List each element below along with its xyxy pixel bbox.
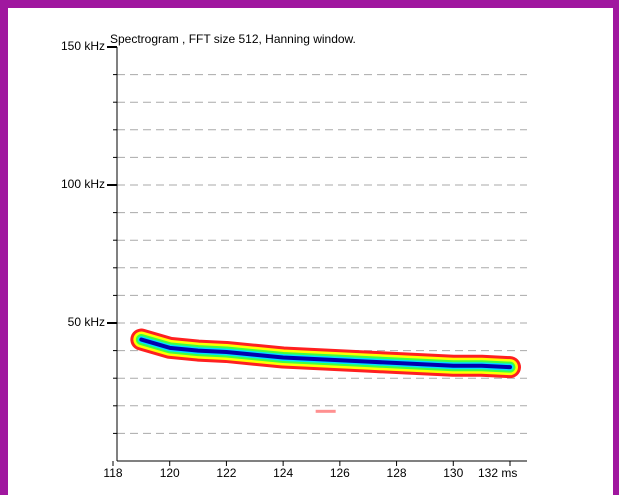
x-tick-label: 120 <box>160 466 180 480</box>
y-tick-label: 50 kHz <box>68 315 105 329</box>
y-tick-label: 100 kHz <box>61 177 105 191</box>
x-tick-label: 126 <box>330 466 350 480</box>
canvas <box>8 8 613 495</box>
x-tick-label: 122 <box>216 466 236 480</box>
x-tick-label: 128 <box>387 466 407 480</box>
x-tick-label: 132 ms <box>478 466 517 480</box>
x-tick-label: 130 <box>443 466 463 480</box>
y-tick-label: 150 kHz <box>61 39 105 53</box>
x-tick-label: 118 <box>103 466 122 480</box>
x-tick-label: 124 <box>273 466 293 480</box>
spectral-band <box>139 337 512 370</box>
speck <box>315 409 336 413</box>
chart-title: Spectrogram , FFT size 512, Hanning wind… <box>110 32 356 46</box>
